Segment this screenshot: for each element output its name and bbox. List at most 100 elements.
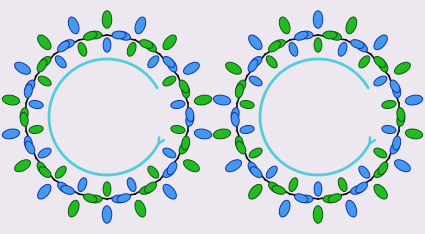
Ellipse shape [112,195,126,203]
Ellipse shape [323,31,337,39]
Ellipse shape [194,129,212,139]
Ellipse shape [393,136,401,150]
Ellipse shape [272,186,286,194]
Ellipse shape [20,108,28,121]
Ellipse shape [163,148,176,158]
Ellipse shape [328,194,341,203]
Ellipse shape [249,76,262,86]
Ellipse shape [323,195,337,203]
Ellipse shape [14,62,31,74]
Ellipse shape [38,148,51,158]
Ellipse shape [163,167,175,178]
Ellipse shape [226,62,241,74]
Ellipse shape [25,80,35,93]
Ellipse shape [148,56,159,68]
Ellipse shape [2,129,20,139]
Ellipse shape [213,129,231,139]
Ellipse shape [14,160,31,172]
Ellipse shape [78,42,87,56]
Ellipse shape [314,182,322,196]
Ellipse shape [378,162,388,175]
Ellipse shape [39,56,51,67]
Ellipse shape [394,62,411,74]
Ellipse shape [68,200,79,217]
Ellipse shape [68,17,79,34]
Ellipse shape [378,59,388,72]
Ellipse shape [61,40,74,48]
Ellipse shape [29,100,43,109]
Ellipse shape [181,84,190,98]
Ellipse shape [127,178,136,192]
Ellipse shape [374,35,387,50]
Ellipse shape [240,100,254,109]
Ellipse shape [359,166,370,178]
Ellipse shape [171,100,185,109]
Ellipse shape [179,141,189,154]
Ellipse shape [351,186,364,194]
Ellipse shape [61,186,74,194]
Ellipse shape [236,141,246,154]
Ellipse shape [37,59,47,72]
Ellipse shape [299,195,313,203]
Ellipse shape [24,84,32,98]
Ellipse shape [144,182,156,193]
Ellipse shape [346,17,357,34]
Ellipse shape [231,108,239,121]
Ellipse shape [269,41,281,52]
Ellipse shape [299,31,313,39]
Ellipse shape [84,31,97,40]
Ellipse shape [55,166,66,178]
Ellipse shape [167,59,177,72]
Ellipse shape [78,178,87,192]
Ellipse shape [139,186,153,194]
Ellipse shape [328,31,341,40]
Ellipse shape [57,182,69,193]
Ellipse shape [289,178,298,192]
Ellipse shape [266,166,277,178]
Ellipse shape [231,113,239,126]
Ellipse shape [102,206,112,223]
Ellipse shape [374,56,386,67]
Ellipse shape [338,42,347,56]
Ellipse shape [249,148,262,158]
Ellipse shape [29,125,43,134]
Ellipse shape [351,40,364,48]
Ellipse shape [57,41,69,52]
Ellipse shape [38,184,51,199]
Ellipse shape [38,35,51,50]
Ellipse shape [356,41,368,52]
Ellipse shape [279,200,290,217]
Ellipse shape [405,129,423,139]
Ellipse shape [374,76,387,86]
Ellipse shape [374,167,386,178]
Ellipse shape [39,167,51,178]
Ellipse shape [269,182,281,193]
Ellipse shape [103,182,111,196]
Ellipse shape [88,195,102,203]
Ellipse shape [295,31,308,40]
Ellipse shape [313,206,323,223]
Ellipse shape [186,113,194,126]
Ellipse shape [249,35,262,50]
Ellipse shape [266,56,277,68]
Ellipse shape [2,95,20,105]
Ellipse shape [181,136,190,150]
Ellipse shape [374,184,387,199]
Ellipse shape [213,95,231,105]
Ellipse shape [84,194,97,203]
Ellipse shape [38,76,51,86]
Ellipse shape [240,125,254,134]
Ellipse shape [397,108,405,121]
Ellipse shape [163,56,175,67]
Ellipse shape [148,166,159,178]
Ellipse shape [55,56,66,68]
Ellipse shape [248,59,258,72]
Ellipse shape [20,113,28,126]
Ellipse shape [135,200,146,217]
Ellipse shape [88,31,102,39]
Ellipse shape [186,108,194,121]
Ellipse shape [135,17,146,34]
Ellipse shape [374,148,387,158]
Ellipse shape [249,184,262,199]
Ellipse shape [235,136,244,150]
